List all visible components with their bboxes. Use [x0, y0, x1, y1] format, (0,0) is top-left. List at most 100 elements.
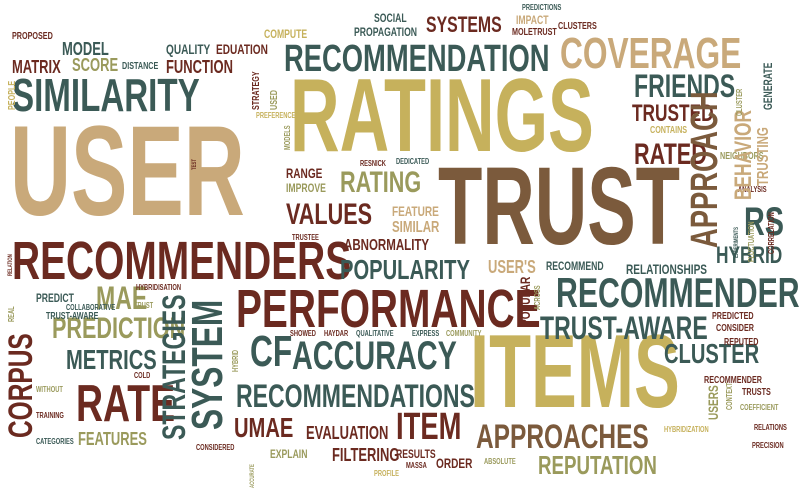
word-precision: PRECISION [752, 441, 784, 450]
word-real: REAL [7, 306, 16, 322]
word-values: VALUES [286, 198, 373, 231]
word-trusted: TRUSTED [632, 100, 714, 127]
word-trust: TRUST [438, 145, 680, 268]
word-friends: FRIENDS [634, 68, 736, 104]
word-equation: EDUATION [216, 41, 268, 57]
word-trust-small: TRUST [134, 301, 154, 310]
word-haydar: HAYDAR [324, 329, 349, 338]
word-recommender-small: RECOMMENDER [704, 375, 763, 386]
word-models: MODELS [283, 125, 292, 150]
word-compute: COMPUTE [264, 27, 308, 41]
word-used: USED [269, 89, 280, 110]
word-behavior: BEHAVIOR [730, 110, 757, 200]
word-similar: SIMILAR [392, 219, 440, 236]
word-hybridisation: HYBRIDISATION [136, 283, 182, 292]
word-analysis: ANALYSIS [738, 185, 767, 194]
word-improve: IMPROVE [286, 181, 326, 195]
word-reputed: REPUTED [724, 337, 759, 348]
word-accuracy: ACCURACY [292, 334, 457, 378]
word-users: USERS [705, 385, 721, 420]
word-contains: CONTAINS [650, 125, 688, 136]
word-explain: EXPLAIN [270, 447, 308, 461]
word-approach: APPROACH [684, 91, 726, 249]
word-neighbors-small: NEIGHBORS [720, 151, 764, 162]
word-predictions: PREDICTIONS [522, 3, 562, 12]
word-function: FUNCTION [166, 57, 233, 77]
word-correlation: CORRELATION [767, 212, 776, 254]
word-predicted: PREDICTED [712, 311, 754, 322]
word-trust-aware-small: TRUST-AWARE [46, 311, 99, 322]
word-coverage: COVERAGE [560, 29, 742, 78]
word-recommendations: RECOMMENDATIONS [236, 378, 475, 414]
word-abnormality: ABNORMALITY [344, 237, 430, 254]
word-performance: PERFORMANCE [236, 279, 541, 339]
word-fluctuation: FLUCTUATION [747, 221, 756, 262]
word-trusting: TRUSTING [755, 127, 772, 186]
word-trustee: TRUSTEE [292, 233, 319, 242]
word-preferences: PREFERENCES [256, 111, 300, 120]
word-cluster-vertical: CLUSTER [735, 88, 744, 116]
word-recommendation: RECOMMENDATION [284, 38, 550, 80]
word-mae: MAE [96, 280, 148, 316]
word-trust-aware: TRUST-AWARE [540, 310, 708, 346]
word-moletrust: MOLETRUST [512, 27, 557, 38]
word-umae: UMAE [234, 412, 294, 443]
word-context: CONTEXT [725, 382, 734, 410]
word-qualitative: QUALITATIVE [356, 329, 394, 338]
word-cold: COLD [134, 371, 151, 380]
word-order: ORDER [436, 455, 473, 471]
word-relationships: RELATIONSHIPS [626, 261, 708, 277]
word-relation: RELATION [8, 254, 14, 276]
word-features: FEATURES [78, 429, 147, 449]
word-dedicated: DEDICATED [396, 157, 430, 166]
word-collaborative: COLLABORATIVE [66, 303, 116, 312]
word-trusts: TRUSTS [742, 387, 771, 398]
word-experiments: EXPERIMENTS [734, 227, 740, 258]
word-hybrid: HYBRID [716, 242, 783, 269]
word-showed: SHOWED [290, 329, 316, 338]
word-quality: QUALITY [166, 41, 211, 57]
word-proposed: PROPOSED [12, 31, 53, 42]
word-recommender: RECOMMENDER [556, 269, 800, 316]
word-metrics: METRICS [66, 344, 157, 375]
word-systems: SYSTEMS [426, 12, 502, 37]
word-considered: CONSIDERED [196, 443, 235, 452]
word-users-possessive: USER'S [488, 257, 536, 277]
word-accurate: ACCURATE [250, 464, 256, 488]
word-strategy: STRATEGY [251, 71, 262, 110]
word-ratings: RATINGS [290, 58, 594, 174]
word-results: RESULTS [396, 447, 436, 461]
word-item: ITEM [396, 406, 462, 448]
word-people: PEOPLE [7, 80, 18, 110]
word-corpus: CORPUS [2, 333, 40, 438]
word-massa: MASSA [406, 461, 427, 470]
word-consider: CONSIDER [716, 323, 755, 334]
word-resnick: RESNICK [360, 159, 386, 168]
word-social: SOCIAL [374, 11, 407, 25]
word-rs: RS [744, 200, 785, 244]
word-impact: IMPACT [516, 13, 549, 27]
word-relations: RELATIONS [754, 423, 787, 432]
word-propagation: PROPAGATION [354, 25, 418, 39]
word-distance: DISTANCE [122, 61, 159, 72]
word-popular: POPULAR [517, 276, 533, 326]
word-community: COMMUNITY [446, 329, 482, 338]
word-express: EXPRESS [412, 329, 440, 338]
word-user: USER [10, 100, 245, 243]
word-cluster: CLUSTER [664, 338, 760, 369]
word-evaluation: EVALUATION [306, 423, 389, 443]
word-recommenders: RECOMMENDERS [12, 231, 352, 291]
word-rating: RATING [340, 166, 422, 199]
word-hybridization: HYBRIDIZATION [664, 425, 709, 434]
word-rated: RATED [634, 138, 707, 171]
word-training: TRAINING [36, 411, 64, 420]
word-popularity: POPULARITY [340, 254, 470, 285]
word-rate: RATE [76, 375, 176, 433]
word-coefficient: COEFFICIENT [740, 403, 779, 412]
word-filtering: FILTERING [332, 445, 400, 465]
word-hybrid-small: HYBRID [231, 349, 240, 372]
word-categories: CATEGORIES [36, 437, 74, 446]
word-system: SYSTEM [183, 299, 232, 430]
word-reputation: REPUTATION [538, 450, 657, 480]
